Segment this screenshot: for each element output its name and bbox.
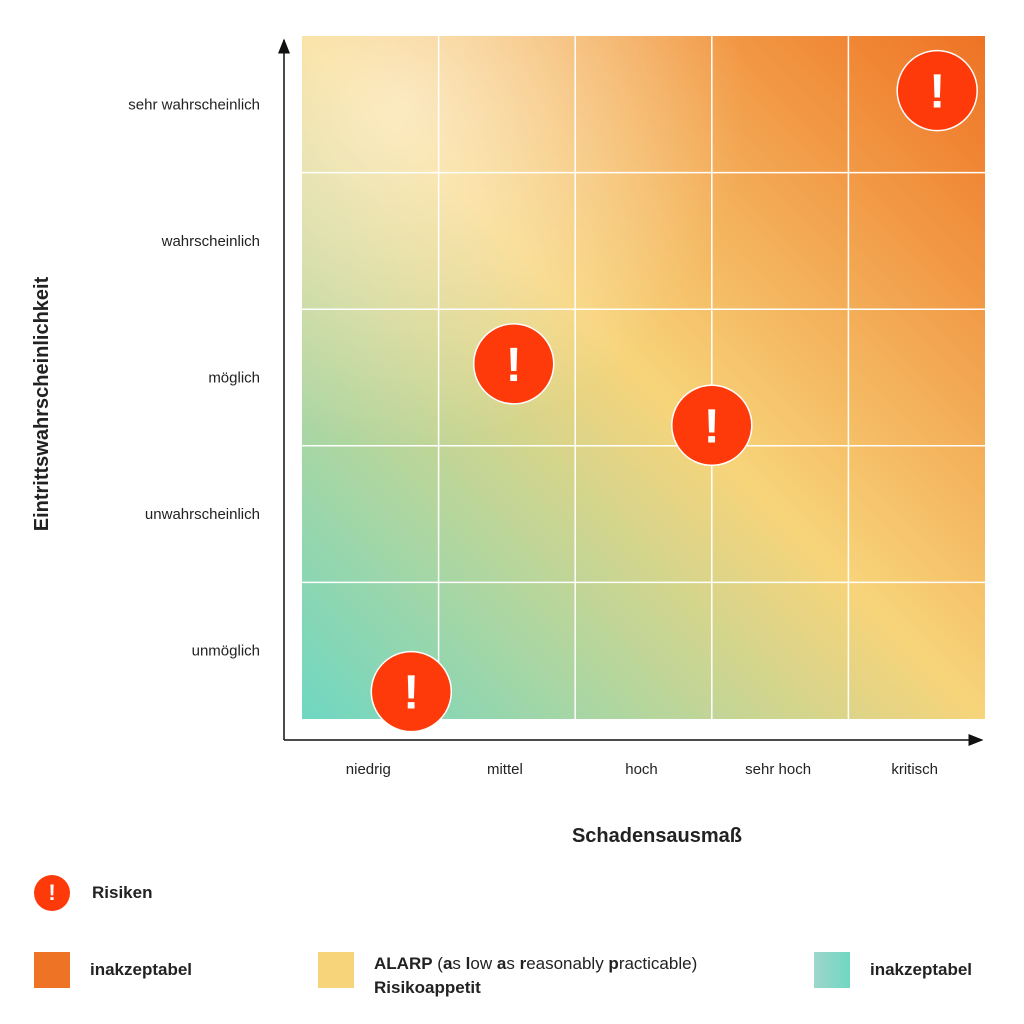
legend-low: inakzeptabel	[814, 952, 972, 988]
risk-marker-circle	[671, 384, 753, 467]
exclamation-icon: !	[403, 667, 419, 720]
y-tick-label: unmöglich	[192, 643, 260, 660]
legend-alarp-label-part: racticable)	[618, 954, 698, 973]
legend-alarp: ALARP (as low as reasonably practicable)…	[318, 952, 697, 1000]
legend-unacceptable-label: inakzeptabel	[90, 960, 193, 979]
heatmap-highlight	[302, 36, 985, 719]
legend-swatch-alarp	[318, 952, 354, 988]
risk-alert-icon: !	[34, 875, 70, 911]
x-tick-label: niedrig	[346, 761, 391, 778]
exclamation-icon: !	[506, 339, 522, 392]
legend-alarp-label-part: ow	[470, 954, 497, 973]
grid-lines	[302, 36, 985, 719]
x-tick-label: sehr hoch	[745, 761, 811, 778]
legend-risk: ! Risiken	[34, 875, 152, 911]
risk-marker-circle	[896, 49, 978, 132]
legend-unacceptable: inakzeptabel	[34, 952, 192, 988]
risk-marker: !	[472, 323, 555, 405]
legend-alarp-label-part: r	[519, 954, 527, 973]
legend-alarp-label-part: a	[496, 954, 507, 973]
risk-marker: !	[671, 384, 753, 467]
risk-marker: !	[370, 650, 453, 733]
legend-alarp-label: ALARP (as low as reasonably practicable)	[374, 954, 697, 973]
x-tick-label: hoch	[625, 761, 658, 778]
exclamation-icon: !	[929, 66, 945, 119]
legend-alarp-label-part: (	[432, 954, 443, 973]
risk-markers: !!!!	[370, 49, 978, 733]
legend-alarp-label-part: a	[442, 954, 453, 973]
y-tick-label: sehr wahrscheinlich	[128, 96, 260, 113]
y-axis-title: Eintrittswahrscheinlichkeit	[31, 276, 53, 531]
legend-alarp-label-part: l	[465, 954, 471, 973]
legend-swatch-low	[814, 952, 850, 988]
exclamation-icon: !	[704, 400, 720, 453]
risk-marker: !	[896, 49, 978, 132]
x-tick-label: kritisch	[891, 761, 938, 778]
y-tick-label: möglich	[208, 370, 260, 387]
legend-alarp-label-part: s	[506, 954, 520, 973]
risk-marker-circle	[370, 650, 453, 733]
legend-alarp-label-part: ALARP	[374, 954, 433, 973]
x-tick-labels: niedrig mittel hoch sehr hoch kritisch	[346, 761, 938, 778]
legend-alarp-label-part: s	[452, 954, 466, 973]
y-tick-label: unwahrscheinlich	[145, 506, 260, 523]
y-tick-labels: unmöglich unwahrscheinlich möglich wahrsche…	[128, 96, 260, 659]
x-axis-title: Schadensausmaß	[572, 825, 742, 847]
legend-swatch-unacceptable	[34, 952, 70, 988]
legend-alarp-label-part: p	[608, 954, 619, 973]
legend-low-label: inakzeptabel	[870, 960, 973, 979]
y-tick-label: wahrscheinlich	[161, 233, 260, 250]
x-tick-label: mittel	[487, 761, 523, 778]
risk-marker-circle	[472, 323, 555, 405]
legend-risk-label: Risiken	[92, 883, 153, 902]
legend-alarp-label-part: easonably	[526, 954, 609, 973]
legend-alarp-sublabel: Risikoappetit	[374, 978, 481, 997]
